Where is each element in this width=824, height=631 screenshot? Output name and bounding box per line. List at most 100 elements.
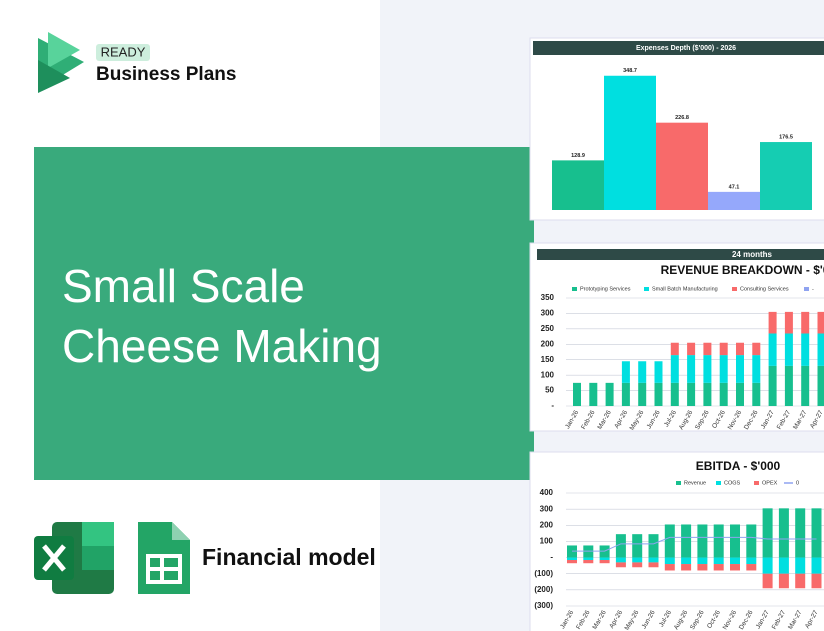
footer-label: Financial model [202, 544, 376, 570]
y-tick-label: (100) [534, 569, 553, 578]
bar-segment [567, 559, 577, 564]
y-tick-label: (300) [534, 601, 553, 610]
data-label: 226.8 [675, 115, 689, 121]
bar-segment [713, 564, 724, 571]
logo-front [48, 32, 80, 68]
legend-label: 0 [796, 480, 799, 486]
chart-title: Expenses Depth ($'000) - 2026 [636, 45, 736, 52]
bar-segment [648, 534, 659, 558]
bar-segment [681, 564, 692, 571]
bar-segment [589, 382, 598, 406]
legend-label: Consulting Services [740, 286, 789, 292]
y-tick-label: 300 [541, 309, 555, 318]
data-label: 128.9 [571, 153, 585, 159]
bar-segment [768, 333, 777, 366]
brand-name: Business Plans [96, 64, 236, 85]
bar-segment [621, 361, 630, 383]
panel-header [537, 249, 824, 260]
y-tick-label: 50 [545, 386, 554, 395]
bar-segment [664, 524, 675, 558]
panel-header-text: 24 months [732, 250, 773, 259]
legend-swatch [804, 287, 809, 291]
bar-segment [746, 524, 757, 558]
bar-segment [703, 342, 712, 356]
bar [708, 191, 760, 210]
bar-segment [703, 355, 712, 383]
bar-segment [811, 573, 822, 589]
bar-segment [736, 382, 744, 406]
bar-segment [778, 557, 789, 574]
bar-segment [670, 382, 679, 406]
bar-segment [730, 557, 740, 565]
bar-segment [664, 557, 675, 565]
bar-segment [648, 562, 659, 568]
chart-title: REVENUE BREAKDOWN - $'0 [661, 263, 824, 277]
bar-segment [654, 382, 663, 406]
bar-segment [713, 557, 724, 565]
bar-segment [811, 557, 822, 574]
bar-segment [687, 355, 696, 383]
excel-cell [82, 522, 114, 546]
bar-segment [817, 365, 824, 406]
title-line: Cheese Making [62, 320, 382, 372]
legend-swatch [716, 481, 721, 485]
excel-cell [82, 546, 114, 570]
y-tick-label: (200) [534, 585, 553, 594]
bar-segment [687, 342, 696, 356]
bar-segment [736, 342, 744, 356]
bar-segment [736, 355, 744, 383]
chart-title: EBITDA - $'000 [696, 459, 781, 473]
bar-segment [784, 333, 793, 366]
sheets-grid [148, 556, 180, 582]
bar-segment [801, 365, 810, 406]
bar-segment [778, 508, 789, 558]
legend-swatch [754, 481, 759, 485]
bar-segment [632, 562, 643, 568]
legend-label: COGS [724, 480, 741, 486]
bar-segment [697, 557, 708, 565]
y-tick-label: 150 [541, 355, 555, 364]
bar-segment [681, 524, 692, 558]
bar-segment [713, 524, 724, 558]
bar-segment [719, 342, 728, 356]
bar-segment [583, 557, 594, 560]
bar-segment [719, 355, 728, 383]
bar-segment [632, 534, 643, 558]
bar-segment [762, 557, 773, 574]
line [572, 536, 817, 552]
legend-label: Revenue [684, 480, 706, 486]
bar-segment [681, 557, 692, 565]
bar-segment [615, 534, 626, 558]
bar-segment [795, 573, 806, 589]
y-tick-label: 100 [541, 370, 555, 379]
bar-segment [795, 557, 806, 574]
bar-segment [664, 564, 675, 571]
data-label: 348.7 [623, 68, 637, 74]
bar-segment [697, 564, 708, 571]
badge-text: READY [101, 44, 146, 59]
bar-segment [615, 562, 626, 568]
y-tick-label: 350 [541, 293, 555, 302]
y-tick-label: 200 [541, 339, 555, 348]
legend-swatch [676, 481, 681, 485]
bar-segment [697, 524, 708, 558]
bar-segment [670, 355, 679, 383]
bar-segment [567, 557, 577, 560]
bar-segment [778, 573, 789, 589]
bar-segment [768, 311, 777, 334]
y-tick-label: 400 [540, 488, 554, 497]
bar-segment [746, 564, 757, 571]
y-tick-label: 200 [540, 520, 554, 529]
legend-label: - [812, 286, 814, 292]
excel-x [42, 544, 66, 572]
bar-segment [670, 342, 679, 356]
bar-segment [573, 382, 581, 406]
sheets-fold [172, 522, 190, 540]
data-label: 47.1 [729, 184, 740, 190]
bar-segment [795, 508, 806, 558]
legend-label: Prototyping Services [580, 286, 631, 292]
legend-swatch [732, 287, 737, 291]
bar-segment [784, 365, 793, 406]
